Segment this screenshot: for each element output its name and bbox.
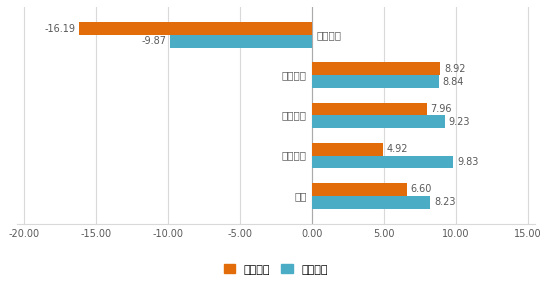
Text: 4.92: 4.92: [386, 144, 408, 154]
Bar: [312, 156, 454, 168]
Text: 6.60: 6.60: [410, 184, 432, 194]
Text: -9.87: -9.87: [141, 36, 166, 46]
Text: 西部地区: 西部地区: [282, 151, 307, 160]
Bar: [312, 143, 383, 156]
Bar: [312, 183, 407, 196]
Text: 中部地区: 中部地区: [282, 110, 307, 121]
Text: 8.92: 8.92: [444, 64, 465, 74]
Text: 7.96: 7.96: [430, 104, 452, 114]
Bar: [312, 75, 439, 88]
Bar: [312, 115, 445, 128]
Legend: 民间投资, 整体投资: 民间投资, 整体投资: [219, 260, 332, 279]
Text: 9.83: 9.83: [457, 157, 478, 167]
Bar: [170, 35, 312, 48]
Text: 8.23: 8.23: [434, 197, 455, 207]
Bar: [312, 102, 427, 115]
Text: 9.23: 9.23: [448, 117, 470, 127]
Bar: [312, 196, 431, 209]
Text: 全国: 全国: [294, 191, 307, 201]
Text: -16.19: -16.19: [44, 24, 75, 34]
Text: 8.84: 8.84: [443, 77, 464, 87]
Bar: [79, 22, 312, 35]
Text: 东部地区: 东部地区: [282, 70, 307, 80]
Text: 东北地区: 东北地区: [317, 30, 342, 40]
Bar: [312, 62, 441, 75]
